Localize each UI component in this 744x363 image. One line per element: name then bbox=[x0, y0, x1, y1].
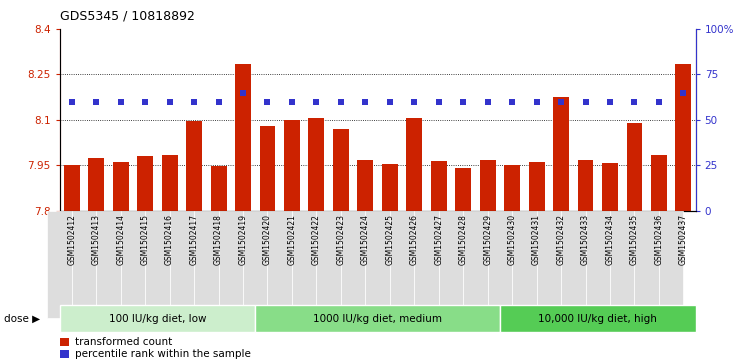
Text: GSM1502421: GSM1502421 bbox=[287, 214, 296, 265]
Point bbox=[359, 99, 371, 105]
Text: 10,000 IU/kg diet, high: 10,000 IU/kg diet, high bbox=[539, 314, 657, 323]
Text: transformed count: transformed count bbox=[75, 337, 173, 347]
Point bbox=[90, 99, 102, 105]
Point bbox=[555, 99, 567, 105]
Text: GSM1502420: GSM1502420 bbox=[263, 214, 272, 265]
Point bbox=[213, 99, 225, 105]
Point bbox=[678, 90, 690, 95]
Point bbox=[580, 99, 591, 105]
Point bbox=[433, 99, 445, 105]
Bar bbox=[382, 164, 398, 211]
Text: GSM1502433: GSM1502433 bbox=[581, 214, 590, 265]
Bar bbox=[455, 168, 471, 211]
Point bbox=[286, 99, 298, 105]
Bar bbox=[235, 64, 251, 211]
Point bbox=[164, 99, 176, 105]
Text: GSM1502431: GSM1502431 bbox=[532, 214, 541, 265]
Bar bbox=[676, 64, 691, 211]
Point bbox=[653, 99, 665, 105]
Bar bbox=[651, 155, 667, 211]
Bar bbox=[406, 118, 423, 211]
Text: GSM1502428: GSM1502428 bbox=[459, 214, 468, 265]
Point bbox=[65, 99, 77, 105]
Text: GSM1502417: GSM1502417 bbox=[190, 214, 199, 265]
Bar bbox=[626, 123, 642, 211]
Bar bbox=[553, 97, 569, 211]
Text: GSM1502424: GSM1502424 bbox=[361, 214, 370, 265]
Text: GSM1502422: GSM1502422 bbox=[312, 214, 321, 265]
Text: GSM1502419: GSM1502419 bbox=[239, 214, 248, 265]
Text: GSM1502435: GSM1502435 bbox=[630, 214, 639, 265]
Bar bbox=[529, 162, 545, 211]
Text: GSM1502415: GSM1502415 bbox=[141, 214, 150, 265]
Bar bbox=[186, 121, 202, 211]
Point bbox=[604, 99, 616, 105]
Bar bbox=[89, 158, 104, 211]
Bar bbox=[333, 129, 349, 211]
Point bbox=[115, 99, 126, 105]
Point bbox=[237, 90, 249, 95]
Point bbox=[481, 99, 493, 105]
Bar bbox=[211, 166, 226, 211]
Bar bbox=[260, 126, 275, 211]
Bar bbox=[577, 160, 594, 211]
Text: GSM1502432: GSM1502432 bbox=[557, 214, 565, 265]
Point bbox=[458, 99, 469, 105]
Text: GSM1502412: GSM1502412 bbox=[67, 214, 76, 265]
Text: GSM1502423: GSM1502423 bbox=[336, 214, 345, 265]
Bar bbox=[357, 160, 373, 211]
Bar bbox=[113, 162, 129, 211]
Bar bbox=[161, 155, 178, 211]
Point bbox=[408, 99, 420, 105]
Bar bbox=[480, 160, 496, 211]
Text: dose ▶: dose ▶ bbox=[4, 314, 40, 323]
Point bbox=[384, 99, 396, 105]
Bar bbox=[602, 163, 618, 211]
Text: 100 IU/kg diet, low: 100 IU/kg diet, low bbox=[109, 314, 206, 323]
Point bbox=[506, 99, 518, 105]
Bar bbox=[137, 156, 153, 211]
Text: 1000 IU/kg diet, medium: 1000 IU/kg diet, medium bbox=[313, 314, 442, 323]
Text: GSM1502414: GSM1502414 bbox=[116, 214, 125, 265]
Text: GSM1502413: GSM1502413 bbox=[92, 214, 100, 265]
Text: GDS5345 / 10818892: GDS5345 / 10818892 bbox=[60, 9, 194, 22]
Point bbox=[629, 99, 641, 105]
Bar bbox=[284, 120, 300, 211]
Text: GSM1502427: GSM1502427 bbox=[434, 214, 443, 265]
Bar bbox=[64, 165, 80, 211]
Bar bbox=[309, 118, 324, 211]
Point bbox=[262, 99, 274, 105]
Text: GSM1502430: GSM1502430 bbox=[507, 214, 516, 265]
Text: GSM1502418: GSM1502418 bbox=[214, 214, 223, 265]
Text: percentile rank within the sample: percentile rank within the sample bbox=[75, 348, 251, 359]
Text: GSM1502416: GSM1502416 bbox=[165, 214, 174, 265]
Text: GSM1502429: GSM1502429 bbox=[483, 214, 493, 265]
Bar bbox=[431, 161, 446, 211]
Text: GSM1502426: GSM1502426 bbox=[410, 214, 419, 265]
Text: GSM1502436: GSM1502436 bbox=[655, 214, 664, 265]
Bar bbox=[504, 164, 520, 211]
Point bbox=[310, 99, 322, 105]
Text: GSM1502434: GSM1502434 bbox=[606, 214, 615, 265]
Text: GSM1502437: GSM1502437 bbox=[679, 214, 688, 265]
Text: GSM1502425: GSM1502425 bbox=[385, 214, 394, 265]
Point bbox=[530, 99, 542, 105]
Point bbox=[139, 99, 151, 105]
Point bbox=[335, 99, 347, 105]
Point bbox=[188, 99, 200, 105]
